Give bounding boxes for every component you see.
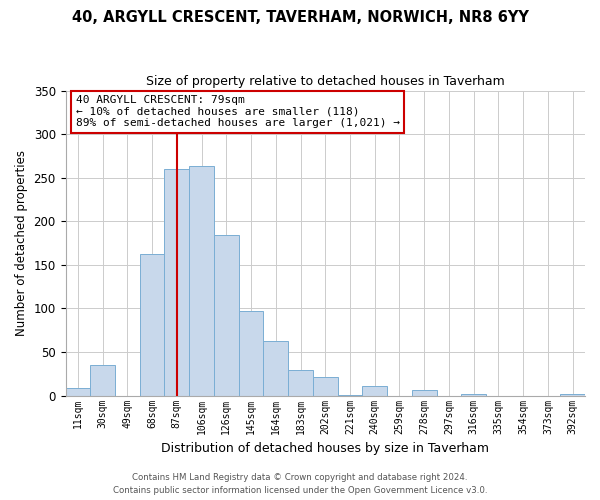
Bar (140, 254, 164, 396)
Bar (560, 394, 585, 396)
Title: Size of property relative to detached houses in Taverham: Size of property relative to detached ho… (146, 75, 505, 88)
Bar (214, 236, 239, 396)
X-axis label: Distribution of detached houses by size in Taverham: Distribution of detached houses by size … (161, 442, 489, 455)
Bar (412, 390, 437, 396)
Y-axis label: Number of detached properties: Number of detached properties (15, 150, 28, 336)
Bar (288, 370, 313, 396)
Bar (65, 388, 90, 396)
Text: Contains HM Land Registry data © Crown copyright and database right 2024.
Contai: Contains HM Land Registry data © Crown c… (113, 474, 487, 495)
Bar (461, 394, 486, 396)
Text: 40, ARGYLL CRESCENT, TAVERHAM, NORWICH, NR8 6YY: 40, ARGYLL CRESCENT, TAVERHAM, NORWICH, … (71, 10, 529, 25)
Bar (239, 311, 263, 396)
Bar (263, 340, 288, 396)
Bar (164, 169, 189, 396)
Text: 40 ARGYLL CRESCENT: 79sqm
← 10% of detached houses are smaller (118)
89% of semi: 40 ARGYLL CRESCENT: 79sqm ← 10% of detac… (76, 95, 400, 128)
Bar (90, 365, 115, 396)
Bar (362, 386, 387, 396)
Bar (313, 378, 338, 396)
Bar (338, 395, 362, 396)
Bar (189, 166, 214, 396)
